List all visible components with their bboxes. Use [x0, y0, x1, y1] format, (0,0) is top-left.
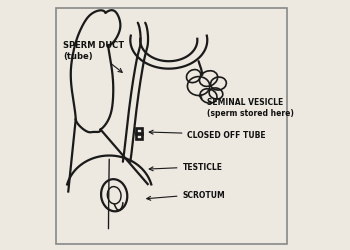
Text: SPERM DUCT
(tube): SPERM DUCT (tube) [63, 41, 125, 73]
Bar [136, 128, 142, 134]
Text: SCROTUM: SCROTUM [147, 190, 225, 200]
Bar [136, 133, 142, 139]
Text: SEMINAL VESICLE
(sperm stored here): SEMINAL VESICLE (sperm stored here) [199, 95, 294, 117]
Text: TESTICLE: TESTICLE [149, 162, 223, 172]
Text: CLOSED OFF TUBE: CLOSED OFF TUBE [149, 130, 266, 139]
